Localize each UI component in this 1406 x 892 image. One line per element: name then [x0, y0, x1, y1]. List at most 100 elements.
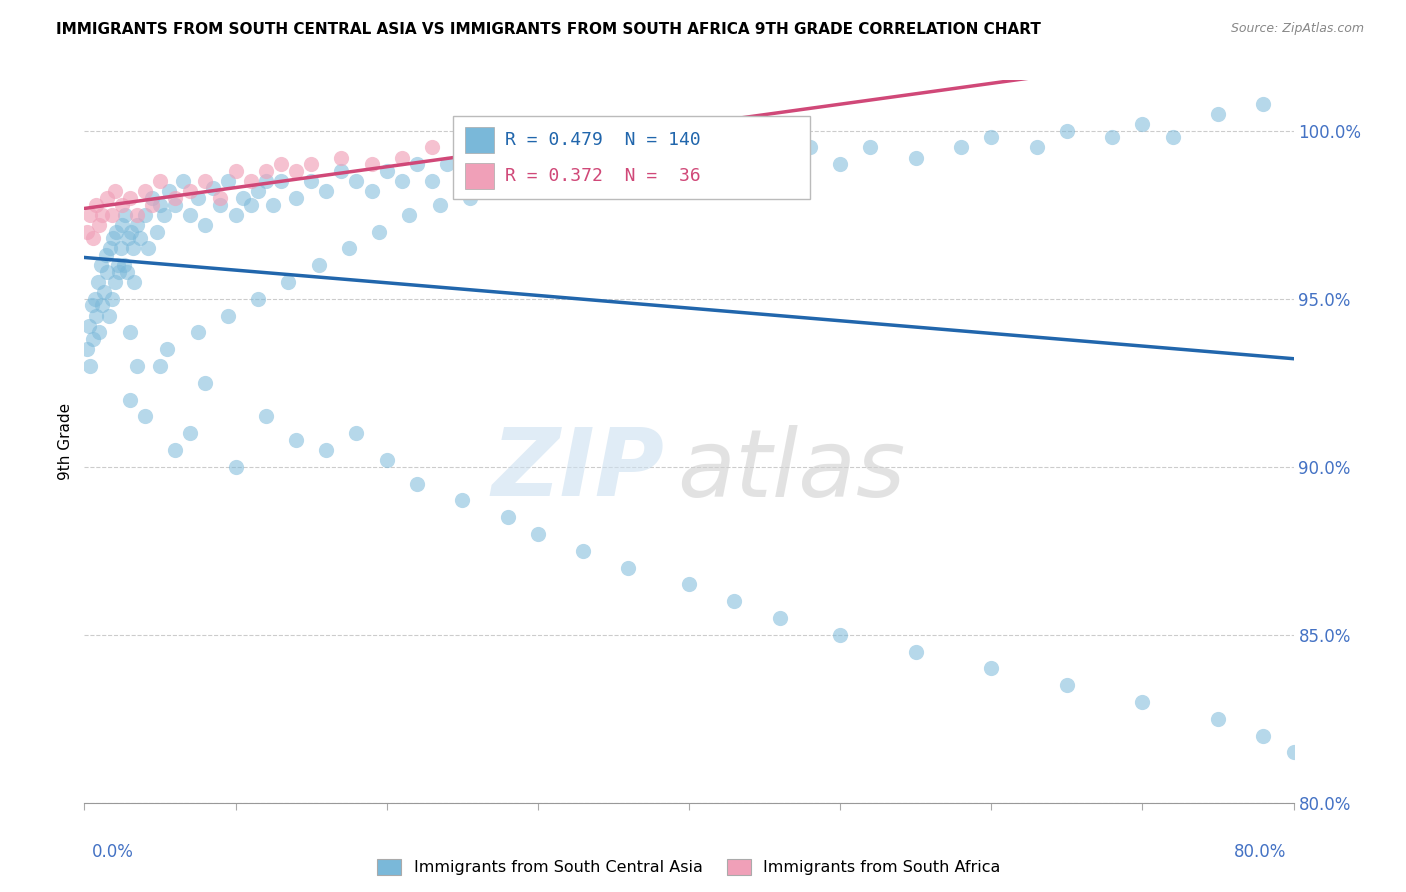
- Point: [360, 184, 382, 198]
- Point: [406, 157, 429, 171]
- Point: [239, 197, 262, 211]
- Point: [904, 151, 927, 165]
- Point: [709, 124, 731, 138]
- Point: [398, 208, 420, 222]
- Point: [115, 265, 138, 279]
- Point: [141, 191, 163, 205]
- Point: [94, 248, 117, 262]
- Point: [950, 140, 973, 154]
- Point: [512, 157, 534, 171]
- Point: [467, 151, 489, 165]
- Point: [769, 611, 792, 625]
- Point: [308, 258, 330, 272]
- Point: [111, 218, 134, 232]
- Point: [391, 151, 413, 165]
- Text: R = 0.479  N = 140: R = 0.479 N = 140: [505, 130, 702, 149]
- Legend: Immigrants from South Central Asia, Immigrants from South Africa: Immigrants from South Central Asia, Immi…: [371, 852, 1007, 881]
- Point: [111, 197, 134, 211]
- Point: [76, 225, 98, 239]
- Point: [217, 309, 239, 323]
- Point: [648, 140, 671, 154]
- Point: [90, 258, 112, 272]
- Point: [93, 285, 115, 299]
- Point: [512, 151, 534, 165]
- Point: [118, 326, 141, 340]
- Point: [1161, 130, 1184, 145]
- Point: [1253, 729, 1275, 743]
- Point: [436, 157, 458, 171]
- Point: [481, 140, 503, 154]
- Point: [980, 130, 1002, 145]
- Point: [617, 560, 640, 574]
- Point: [1253, 96, 1275, 111]
- FancyBboxPatch shape: [453, 117, 810, 200]
- Point: [299, 174, 322, 188]
- Point: [557, 151, 579, 165]
- Point: [270, 174, 292, 188]
- Point: [830, 157, 852, 171]
- Point: [118, 191, 141, 205]
- Point: [117, 231, 139, 245]
- Point: [247, 184, 270, 198]
- Y-axis label: 9th Grade: 9th Grade: [58, 403, 73, 480]
- Point: [225, 208, 247, 222]
- Point: [187, 326, 209, 340]
- Point: [360, 157, 382, 171]
- Point: [557, 140, 579, 154]
- Point: [134, 184, 156, 198]
- Point: [337, 241, 360, 255]
- Point: [165, 197, 187, 211]
- Point: [1132, 117, 1154, 131]
- Point: [107, 258, 129, 272]
- Text: R = 0.372  N =  36: R = 0.372 N = 36: [505, 167, 702, 186]
- Point: [136, 241, 159, 255]
- Point: [105, 225, 128, 239]
- Point: [406, 476, 429, 491]
- Point: [254, 409, 277, 424]
- Point: [225, 164, 247, 178]
- Point: [709, 157, 731, 171]
- Text: Source: ZipAtlas.com: Source: ZipAtlas.com: [1230, 22, 1364, 36]
- Point: [247, 292, 270, 306]
- Point: [346, 426, 368, 441]
- Point: [496, 164, 519, 178]
- Point: [112, 258, 135, 272]
- Point: [429, 197, 451, 211]
- Point: [527, 174, 550, 188]
- Point: [122, 275, 145, 289]
- Point: [149, 197, 172, 211]
- Point: [391, 174, 413, 188]
- Point: [1025, 140, 1047, 154]
- Point: [723, 594, 745, 608]
- Point: [129, 231, 152, 245]
- Point: [76, 342, 98, 356]
- Point: [458, 191, 481, 205]
- Text: IMMIGRANTS FROM SOUTH CENTRAL ASIA VS IMMIGRANTS FROM SOUTH AFRICA 9TH GRADE COR: IMMIGRANTS FROM SOUTH CENTRAL ASIA VS IM…: [56, 22, 1040, 37]
- Text: atlas: atlas: [676, 425, 905, 516]
- Point: [799, 140, 821, 154]
- Point: [89, 218, 111, 232]
- Point: [451, 151, 474, 165]
- Point: [980, 661, 1002, 675]
- Point: [79, 208, 101, 222]
- Point: [194, 174, 217, 188]
- Point: [285, 433, 308, 447]
- Point: [769, 151, 792, 165]
- Point: [194, 218, 217, 232]
- Point: [346, 174, 368, 188]
- Point: [79, 359, 101, 373]
- Point: [1056, 678, 1078, 692]
- Point: [830, 628, 852, 642]
- Point: [127, 218, 149, 232]
- Point: [254, 164, 277, 178]
- Point: [1206, 712, 1229, 726]
- Point: [1132, 695, 1154, 709]
- Point: [420, 140, 443, 154]
- Point: [1101, 130, 1123, 145]
- Point: [172, 174, 194, 188]
- Point: [678, 577, 700, 591]
- Text: 80.0%: 80.0%: [1234, 843, 1286, 861]
- Point: [86, 197, 108, 211]
- Point: [225, 459, 247, 474]
- Point: [527, 527, 550, 541]
